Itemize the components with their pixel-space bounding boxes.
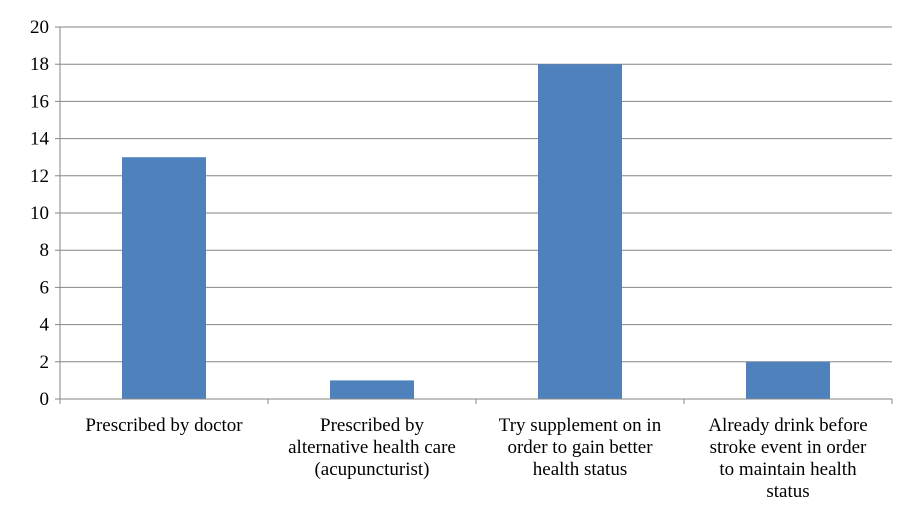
x-category-label-line: Prescribed by xyxy=(320,415,424,436)
x-category-label: Prescribed by alternative health care (acu… xyxy=(288,415,456,480)
x-category-label-line: health status xyxy=(533,459,627,480)
y-axis-ticks: 0 2 4 6 8 10 12 14 16 18 20 xyxy=(30,17,60,410)
x-axis-category-labels: Prescribed by doctor Prescribed by alterna… xyxy=(85,415,867,502)
x-category-label-line: stroke event in order xyxy=(710,437,867,458)
bar xyxy=(122,157,206,399)
x-category-label-line: Already drink before xyxy=(708,415,867,436)
x-category-label-line: Prescribed by doctor xyxy=(85,415,243,436)
x-category-label-line: order to gain better xyxy=(507,437,653,458)
y-tick-label: 8 xyxy=(40,240,50,261)
bar xyxy=(330,380,414,399)
x-category-label-line: status xyxy=(766,481,809,502)
y-tick-label: 14 xyxy=(30,129,50,150)
x-category-label-line: to maintain health xyxy=(719,459,857,480)
y-tick-label: 12 xyxy=(30,166,49,187)
y-tick-label: 2 xyxy=(40,352,50,373)
x-category-label-line: Try supplement on in xyxy=(499,415,662,436)
x-category-label: Already drink before stroke event in orde… xyxy=(708,415,867,502)
x-category-label-line: (acupuncturist) xyxy=(314,459,429,480)
bars xyxy=(122,64,830,399)
bar xyxy=(538,64,622,399)
x-category-label-line: alternative health care xyxy=(288,437,456,458)
y-tick-label: 18 xyxy=(30,54,49,75)
y-tick-label: 6 xyxy=(40,277,50,298)
bar xyxy=(746,361,830,399)
y-tick-label: 4 xyxy=(40,315,50,336)
x-category-label: Try supplement on in order to gain better… xyxy=(499,415,662,480)
y-tick-label: 16 xyxy=(30,91,49,112)
y-tick-label: 20 xyxy=(30,17,49,38)
y-tick-label: 0 xyxy=(40,389,50,410)
y-tick-label: 10 xyxy=(30,203,49,224)
x-category-label: Prescribed by doctor xyxy=(85,415,243,436)
